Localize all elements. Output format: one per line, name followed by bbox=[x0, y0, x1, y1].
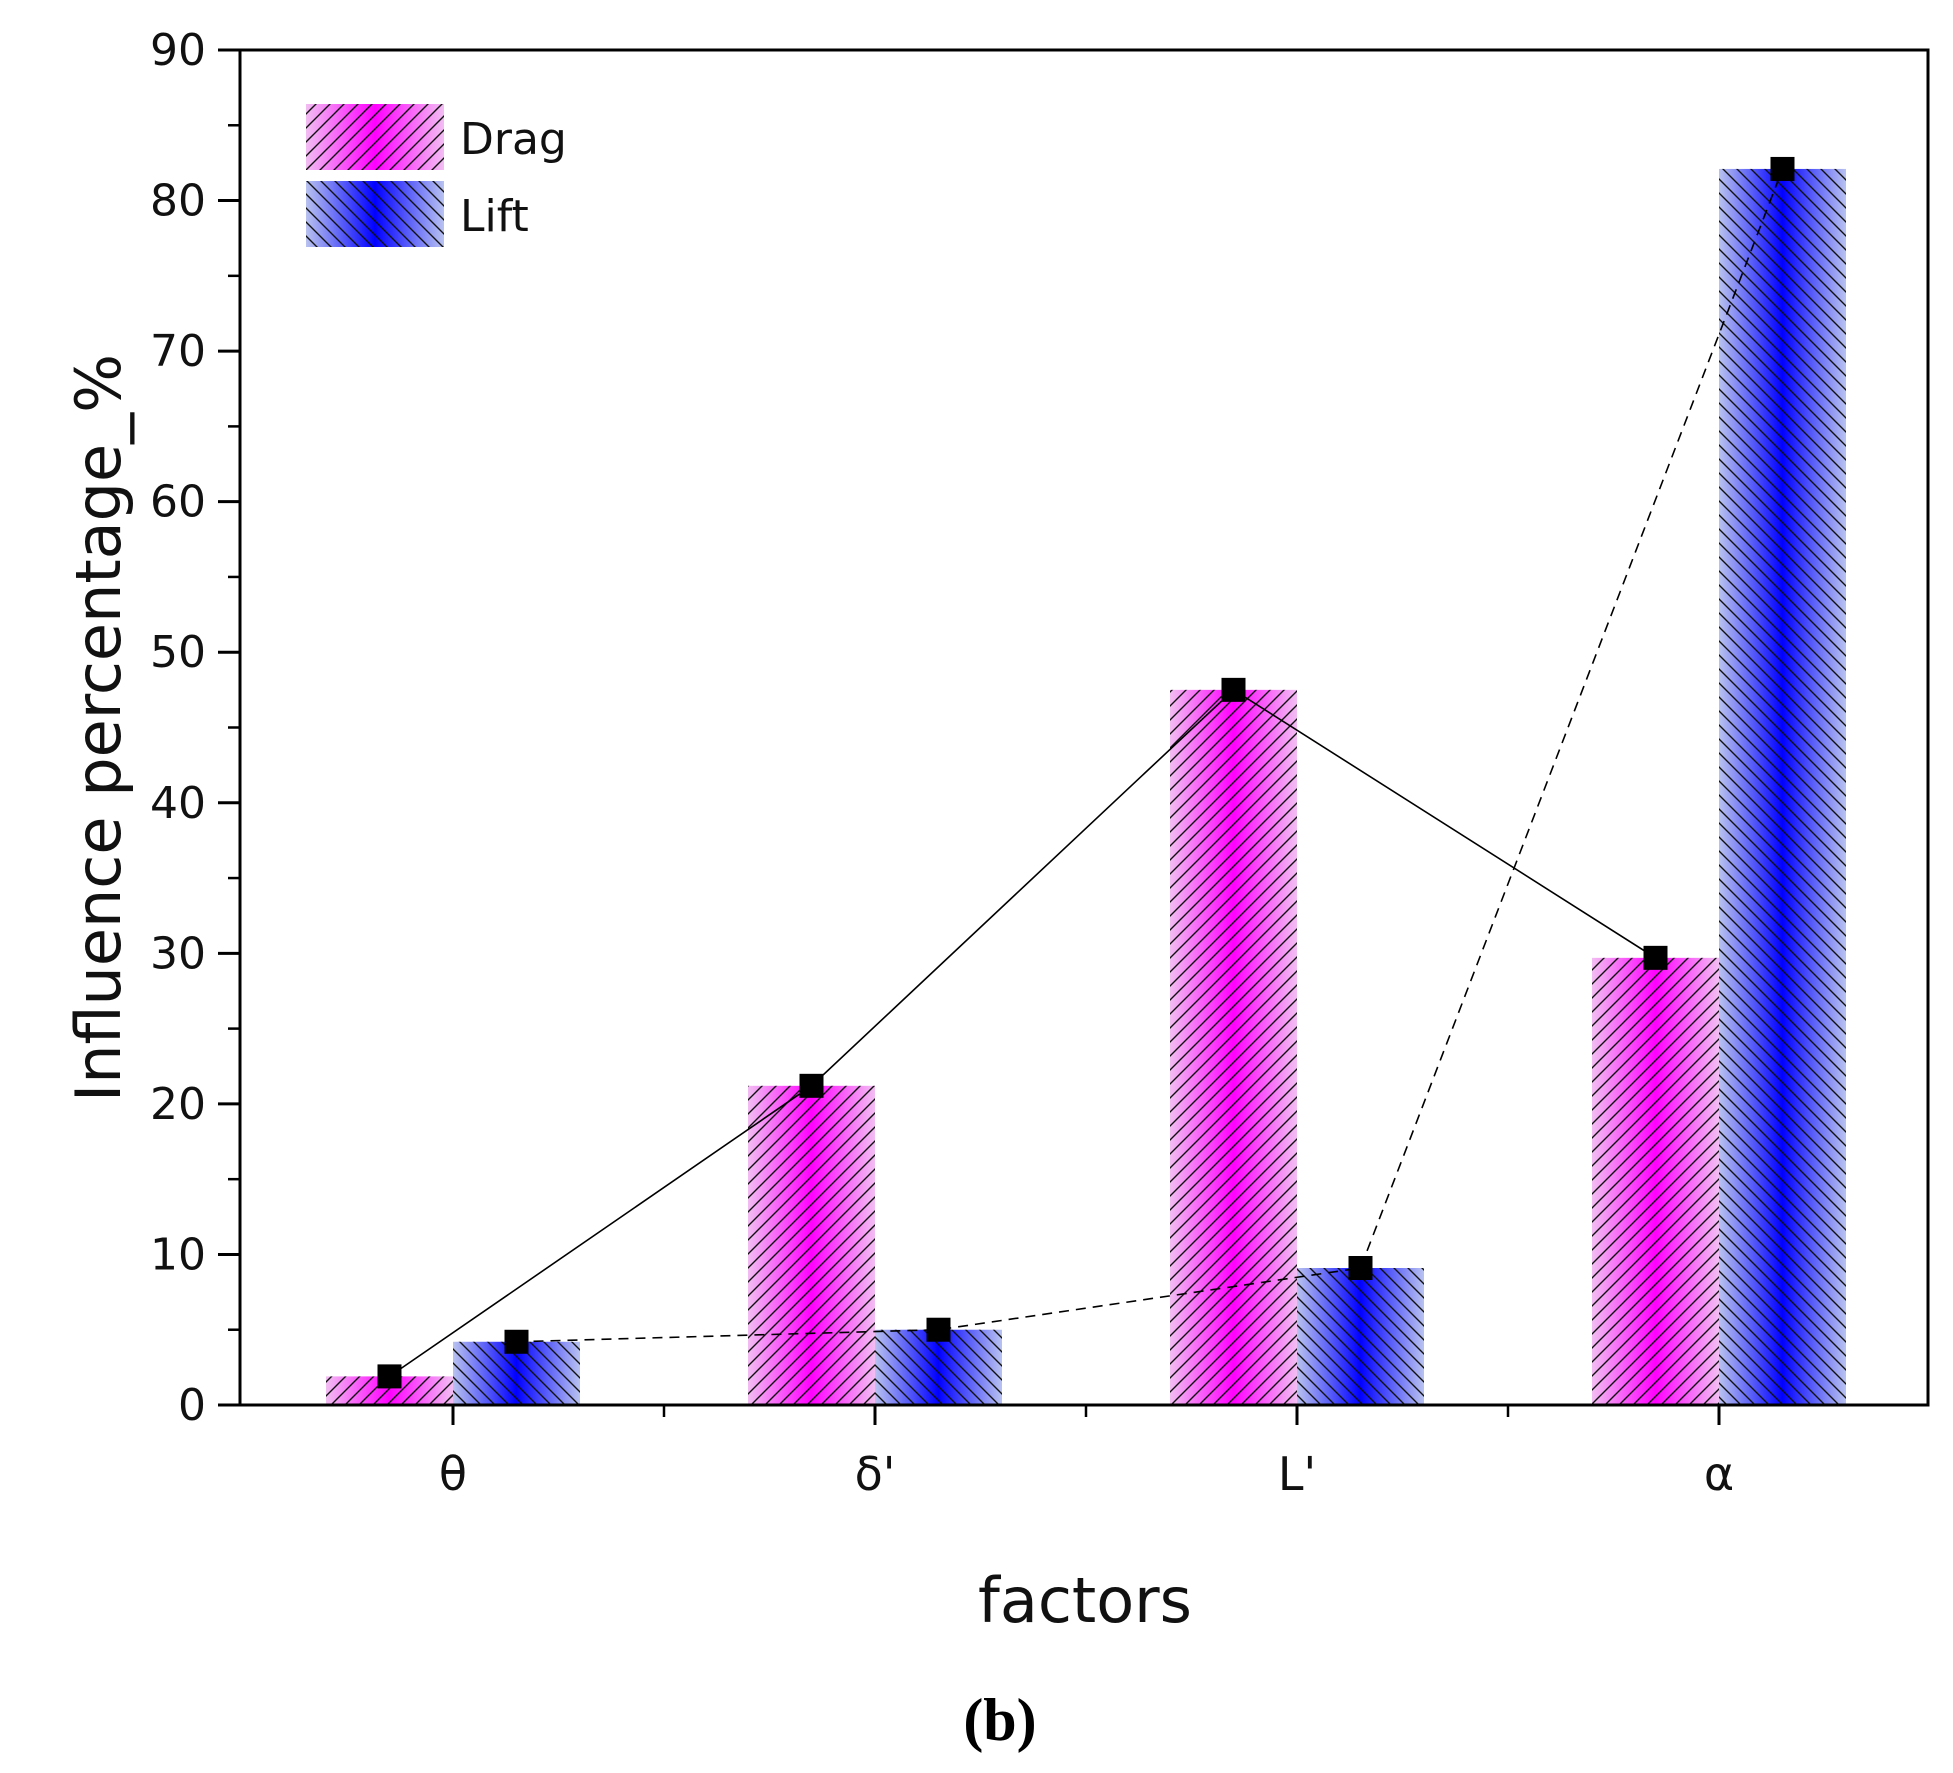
bar-hatch bbox=[1719, 168, 1846, 1406]
x-axis: θ δ' L' α bbox=[439, 1405, 1734, 1501]
y-tick-label: 90 bbox=[150, 25, 206, 76]
y-axis-title: Influence percentage_% bbox=[62, 354, 135, 1102]
legend-item-lift: Lift bbox=[306, 181, 529, 247]
line-drag bbox=[389, 688, 1656, 1378]
x-tick-label: θ bbox=[439, 1447, 467, 1501]
x-tick-label: α bbox=[1704, 1447, 1734, 1501]
marker-lift-2 bbox=[1348, 1255, 1373, 1280]
line-lift bbox=[516, 168, 1784, 1343]
bar-hatch bbox=[875, 1329, 1002, 1405]
marker-drag-0 bbox=[377, 1364, 402, 1389]
x-axis-title: factors bbox=[978, 1564, 1192, 1637]
y-tick-label: 0 bbox=[178, 1380, 206, 1431]
bar-lift-1 bbox=[875, 1329, 1002, 1405]
marker-lift-1 bbox=[926, 1317, 951, 1342]
x-tick-label: δ' bbox=[855, 1447, 896, 1501]
y-tick-label: 30 bbox=[150, 928, 206, 979]
legend-item-drag: Drag bbox=[306, 104, 567, 170]
marker-drag-2 bbox=[1221, 677, 1246, 702]
marker-lift-0 bbox=[504, 1329, 529, 1354]
panel-label: (b) bbox=[963, 1687, 1036, 1753]
x-tick-label: L' bbox=[1278, 1447, 1316, 1501]
legend-swatch-drag-hatch bbox=[306, 104, 444, 170]
bars-layer bbox=[326, 168, 1846, 1406]
marker-lift-3 bbox=[1770, 156, 1795, 181]
bar-hatch bbox=[1297, 1267, 1424, 1405]
lines-layer bbox=[377, 156, 1795, 1389]
bar-lift-2 bbox=[1297, 1267, 1424, 1405]
legend: Drag Lift bbox=[306, 104, 567, 247]
y-tick-label: 10 bbox=[150, 1229, 206, 1280]
bar-drag-2 bbox=[1170, 689, 1297, 1405]
legend-label-lift: Lift bbox=[460, 191, 529, 242]
y-tick-label: 40 bbox=[150, 778, 206, 829]
y-tick-label: 70 bbox=[150, 326, 206, 377]
bar-lift-3 bbox=[1719, 168, 1846, 1406]
y-axis: 0 10 20 30 40 50 60 70 80 90 bbox=[150, 25, 240, 1431]
bar-drag-3 bbox=[1592, 957, 1719, 1405]
bar-hatch bbox=[1170, 689, 1297, 1405]
bar-hatch bbox=[748, 1085, 875, 1405]
y-tick-label: 20 bbox=[150, 1079, 206, 1130]
y-tick-label: 60 bbox=[150, 477, 206, 528]
legend-swatch-lift-hatch bbox=[306, 181, 444, 247]
marker-drag-1 bbox=[799, 1073, 824, 1098]
bar-drag-1 bbox=[748, 1085, 875, 1405]
bar-hatch bbox=[1592, 957, 1719, 1405]
marker-drag-3 bbox=[1643, 945, 1668, 970]
y-tick-label: 50 bbox=[150, 627, 206, 678]
y-tick-label: 80 bbox=[150, 176, 206, 227]
legend-label-drag: Drag bbox=[460, 114, 567, 165]
